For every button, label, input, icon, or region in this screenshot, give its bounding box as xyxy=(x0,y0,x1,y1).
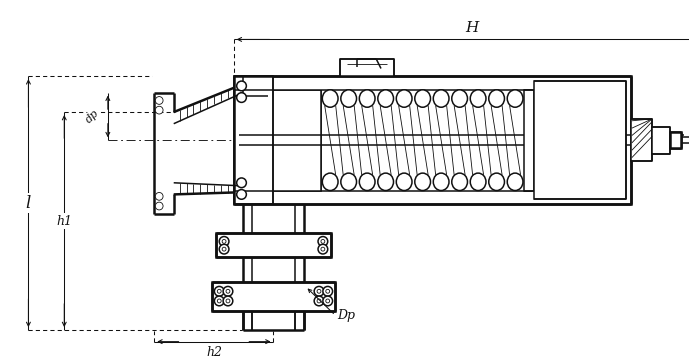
Circle shape xyxy=(226,289,230,293)
Circle shape xyxy=(223,287,233,296)
Circle shape xyxy=(317,289,321,293)
Circle shape xyxy=(326,299,330,303)
Polygon shape xyxy=(237,90,321,190)
Ellipse shape xyxy=(489,90,505,107)
Polygon shape xyxy=(234,76,631,204)
Circle shape xyxy=(326,289,330,293)
Ellipse shape xyxy=(396,173,412,190)
Circle shape xyxy=(321,247,325,251)
Text: h2: h2 xyxy=(206,346,222,359)
Polygon shape xyxy=(534,81,626,199)
Ellipse shape xyxy=(322,173,338,190)
Polygon shape xyxy=(631,119,652,162)
Circle shape xyxy=(237,93,246,102)
Text: Dp: Dp xyxy=(337,309,356,322)
Circle shape xyxy=(314,296,324,306)
Ellipse shape xyxy=(359,90,375,107)
Ellipse shape xyxy=(508,90,523,107)
Circle shape xyxy=(155,202,163,210)
Circle shape xyxy=(155,193,163,200)
Circle shape xyxy=(219,244,229,254)
Circle shape xyxy=(318,244,328,254)
Circle shape xyxy=(317,299,321,303)
Ellipse shape xyxy=(341,90,356,107)
Ellipse shape xyxy=(396,90,412,107)
Polygon shape xyxy=(340,59,393,76)
Ellipse shape xyxy=(378,173,393,190)
Ellipse shape xyxy=(489,173,505,190)
Circle shape xyxy=(219,237,229,246)
Ellipse shape xyxy=(415,173,430,190)
Circle shape xyxy=(222,239,226,243)
Ellipse shape xyxy=(433,173,449,190)
Polygon shape xyxy=(234,76,272,204)
Text: H: H xyxy=(466,21,479,35)
Circle shape xyxy=(222,247,226,251)
Circle shape xyxy=(237,190,246,199)
Circle shape xyxy=(237,178,246,188)
Ellipse shape xyxy=(470,173,486,190)
Circle shape xyxy=(223,296,233,306)
Ellipse shape xyxy=(378,90,393,107)
Circle shape xyxy=(323,287,332,296)
Text: h1: h1 xyxy=(56,215,72,228)
Circle shape xyxy=(323,296,332,306)
Polygon shape xyxy=(216,233,330,257)
Circle shape xyxy=(155,96,163,104)
Circle shape xyxy=(155,106,163,114)
Ellipse shape xyxy=(433,90,449,107)
Circle shape xyxy=(318,237,328,246)
Circle shape xyxy=(314,287,324,296)
Ellipse shape xyxy=(322,90,338,107)
Ellipse shape xyxy=(415,90,430,107)
Circle shape xyxy=(321,239,325,243)
Ellipse shape xyxy=(341,173,356,190)
Circle shape xyxy=(217,289,221,293)
Polygon shape xyxy=(652,127,670,154)
Ellipse shape xyxy=(452,173,468,190)
Ellipse shape xyxy=(508,173,523,190)
Polygon shape xyxy=(524,90,534,190)
Ellipse shape xyxy=(470,90,486,107)
Circle shape xyxy=(226,299,230,303)
Polygon shape xyxy=(213,282,335,311)
Circle shape xyxy=(237,81,246,91)
Circle shape xyxy=(214,287,224,296)
Polygon shape xyxy=(670,132,681,148)
Text: dp: dp xyxy=(84,108,101,125)
Text: l: l xyxy=(26,195,31,212)
Circle shape xyxy=(214,296,224,306)
Ellipse shape xyxy=(359,173,375,190)
Ellipse shape xyxy=(452,90,468,107)
Circle shape xyxy=(217,299,221,303)
